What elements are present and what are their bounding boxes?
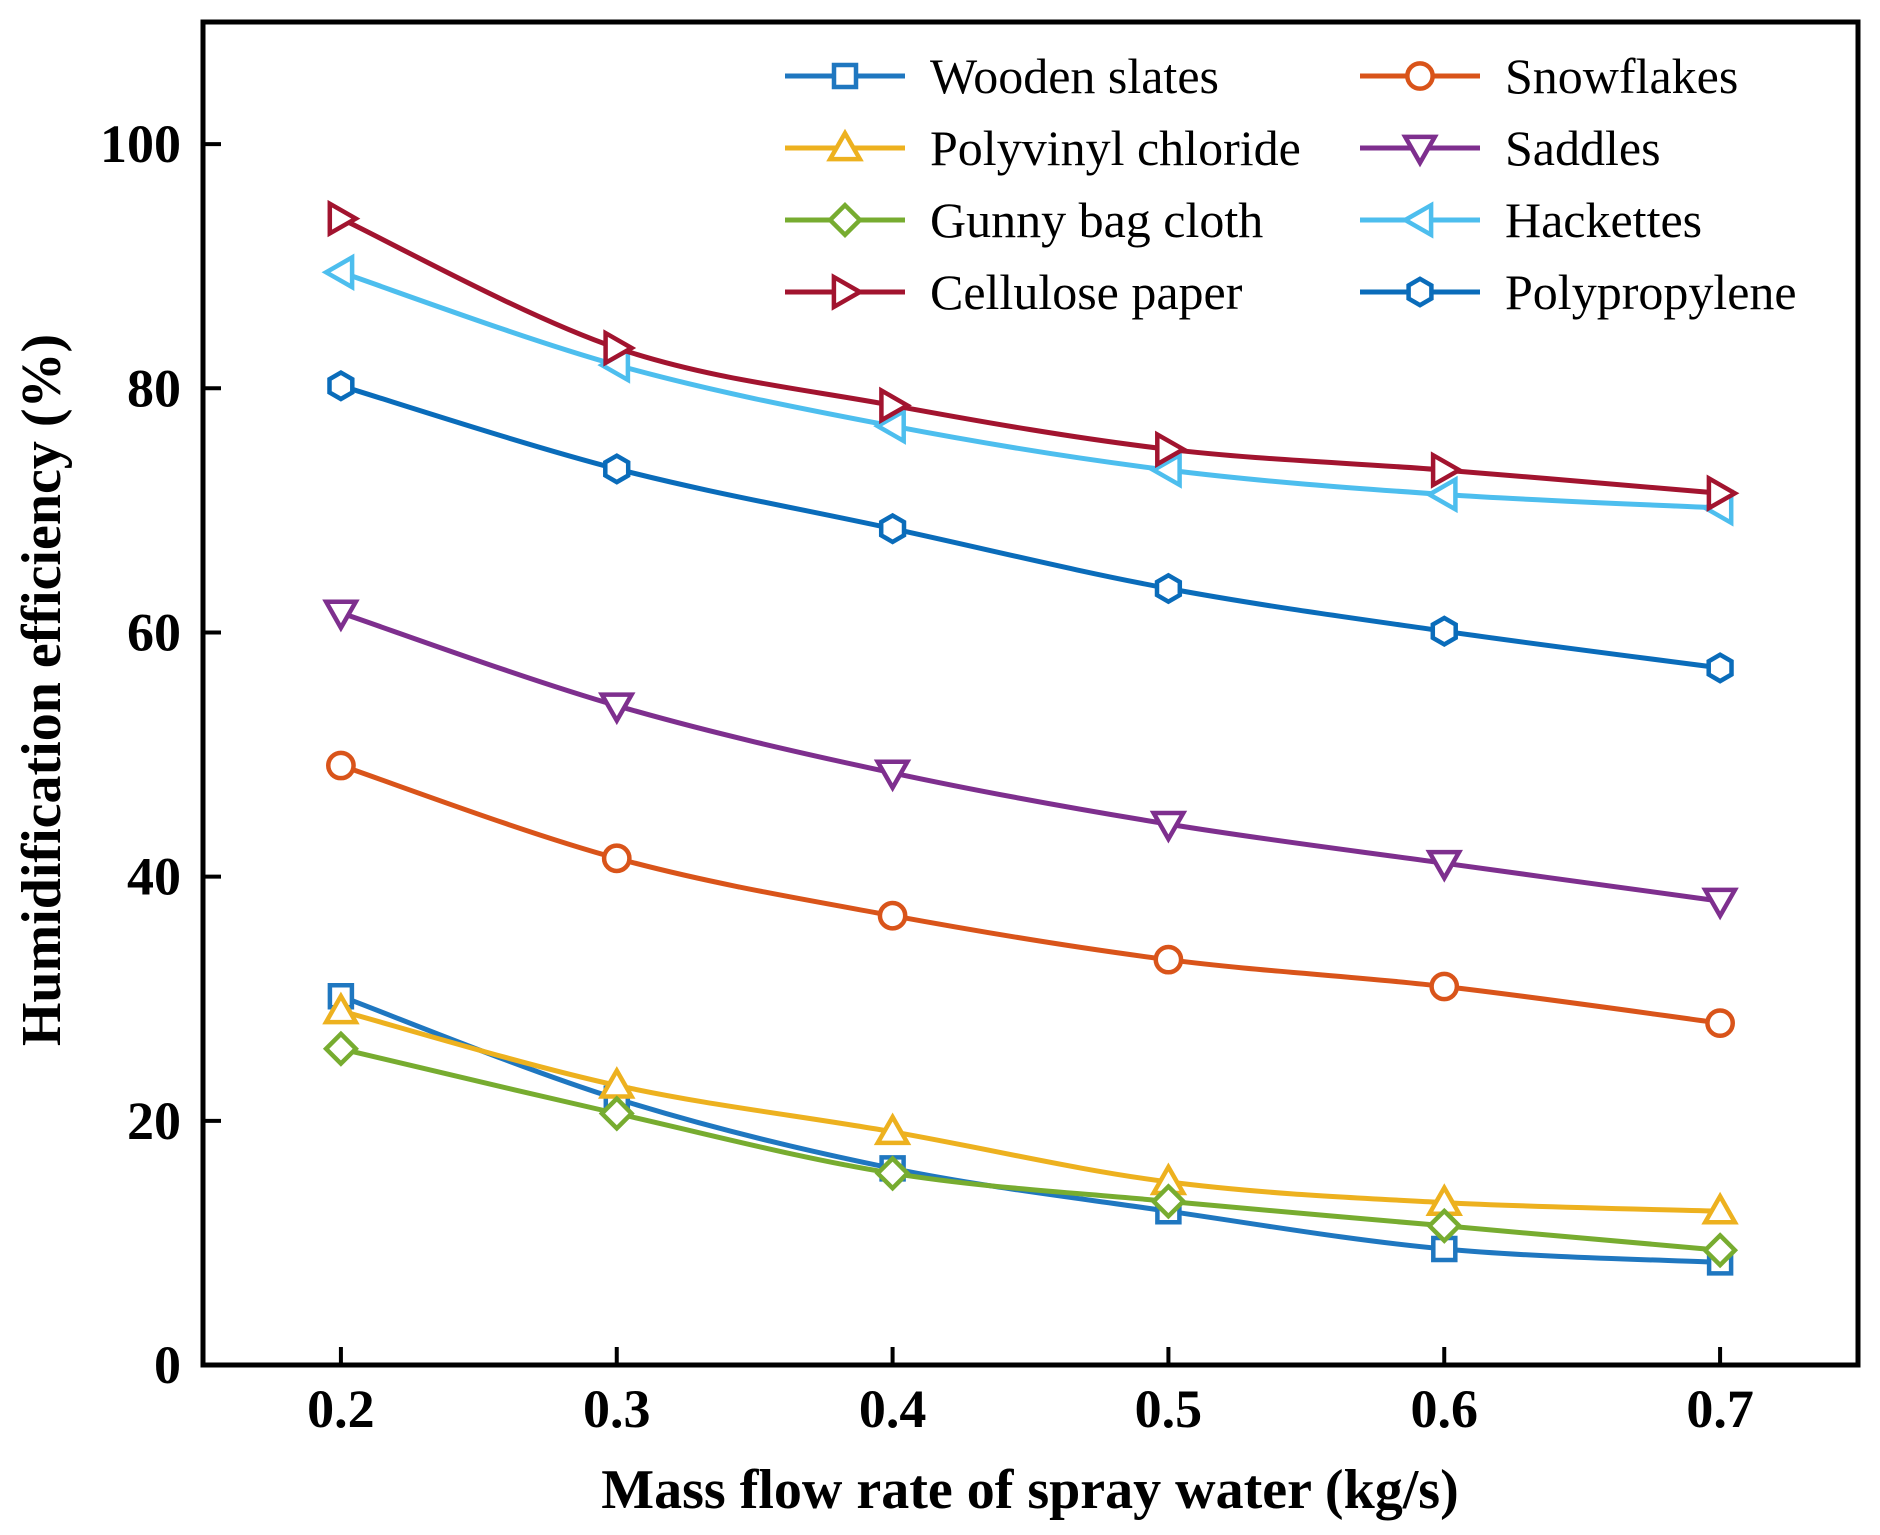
data-point-snowflakes	[601, 843, 632, 874]
x-tick-label: 0.2	[307, 1379, 375, 1439]
legend: Wooden slates Snowflakes Polyvinyl chlorid…	[785, 48, 1797, 320]
data-point-cellulose-paper	[1155, 430, 1188, 469]
data-point-cellulose-paper	[603, 329, 637, 367]
data-point-saddles	[1701, 887, 1739, 921]
data-point-polypropylene	[1706, 652, 1734, 684]
data-point-hackettes	[1424, 475, 1458, 514]
x-tick-label: 0.3	[583, 1379, 651, 1439]
data-point-cellulose-paper	[327, 199, 361, 238]
data-point-snowflakes	[326, 750, 356, 781]
series-snowflakes	[326, 750, 1735, 1039]
legend-marker	[1406, 276, 1434, 308]
series-line-polypropylene	[338, 383, 1723, 671]
legend-label: Hackettes	[1505, 192, 1702, 248]
legend-entry-gunny-bag-cloth: Gunny bag cloth	[785, 192, 1263, 248]
legend-marker	[1401, 134, 1439, 168]
data-point-saddles	[873, 759, 912, 793]
series-line-saddles	[338, 610, 1723, 904]
legend-marker	[1405, 61, 1435, 91]
data-point-polyvinyl-chloride	[322, 991, 360, 1025]
data-point-hackettes	[1149, 451, 1182, 489]
legend-label: Snowflakes	[1505, 48, 1738, 104]
data-point-polyvinyl-chloride	[873, 1112, 912, 1146]
data-point-gunny-bag-cloth	[874, 1155, 911, 1192]
data-point-snowflakes	[1705, 1008, 1735, 1039]
legend-marker	[831, 62, 859, 90]
y-tick-label: 0	[154, 1335, 181, 1395]
data-point-gunny-bag-cloth	[1702, 1232, 1739, 1269]
data-point-saddles	[322, 599, 360, 633]
x-tick-label: 0.4	[859, 1379, 927, 1439]
series-gunny-bag-cloth	[322, 1030, 1739, 1269]
x-tick-label: 0.5	[1135, 1379, 1203, 1439]
y-tick-label: 40	[127, 847, 181, 907]
legend-entry-polypropylene: Polypropylene	[1360, 264, 1797, 320]
data-point-gunny-bag-cloth	[322, 1030, 359, 1067]
legend-label: Polypropylene	[1505, 264, 1797, 320]
series-polyvinyl-chloride	[322, 991, 1739, 1225]
series-line-hackettes	[338, 269, 1723, 511]
data-point-cellulose-paper	[1430, 451, 1464, 489]
y-tick-label: 100	[100, 114, 181, 174]
series-line-gunny-bag-cloth	[338, 1046, 1723, 1253]
legend-marker	[826, 202, 864, 238]
y-axis-title: Humidification efficiency (%)	[11, 334, 73, 1046]
x-axis-title: Mass flow rate of spray water (kg/s)	[601, 1459, 1458, 1521]
legend-entry-polyvinyl-chloride: Polyvinyl chloride	[785, 120, 1301, 176]
data-point-snowflakes	[1153, 944, 1184, 975]
legend-entry-wooden-slates: Wooden slates	[785, 48, 1219, 104]
data-point-polypropylene	[603, 453, 631, 485]
data-point-polyvinyl-chloride	[1701, 1191, 1739, 1225]
data-point-polypropylene	[327, 370, 355, 402]
legend-label: Gunny bag cloth	[930, 192, 1263, 248]
series-line-snowflakes	[338, 763, 1723, 1026]
x-tick-label: 0.6	[1411, 1379, 1479, 1439]
data-point-hackettes	[321, 253, 355, 291]
data-point-polypropylene	[1154, 572, 1183, 605]
data-point-saddles	[598, 692, 636, 726]
y-tick-label: 20	[127, 1091, 181, 1151]
y-tick-label: 80	[127, 358, 181, 418]
legend-entry-hackettes: Hackettes	[1360, 192, 1702, 248]
series-cellulose-paper	[327, 199, 1740, 512]
legend-marker	[826, 128, 864, 162]
series-line-polyvinyl-chloride	[338, 1008, 1723, 1214]
legend-entry-snowflakes: Snowflakes	[1360, 48, 1738, 104]
series-polypropylene	[327, 370, 1734, 684]
legend-label: Wooden slates	[930, 48, 1219, 104]
series-saddles	[322, 599, 1739, 921]
data-point-polypropylene	[878, 512, 907, 545]
legend-marker	[831, 273, 865, 311]
data-point-polypropylene	[1430, 615, 1458, 647]
data-point-saddles	[1149, 810, 1188, 844]
data-point-cellulose-paper	[1706, 474, 1740, 512]
data-point-saddles	[1425, 849, 1463, 883]
data-point-snowflakes	[877, 900, 908, 931]
legend-entry-saddles: Saddles	[1360, 120, 1661, 176]
data-point-snowflakes	[1429, 971, 1460, 1002]
legend-marker	[1400, 201, 1434, 239]
legend-label: Polyvinyl chloride	[930, 120, 1301, 176]
legend-entry-cellulose-paper: Cellulose paper	[785, 264, 1243, 320]
legend-label: Saddles	[1505, 120, 1661, 176]
data-point-hackettes	[873, 407, 906, 445]
y-axis-ticks: 0 20 40 60 80 100	[100, 114, 221, 1395]
data-point-gunny-bag-cloth	[1426, 1207, 1463, 1244]
data-point-gunny-bag-cloth	[598, 1095, 635, 1132]
series-line-wooden-slates	[338, 993, 1723, 1265]
data-point-cellulose-paper	[879, 386, 912, 425]
x-axis-ticks: 0.2 0.3 0.4 0.5 0.6 0.7	[307, 1347, 1754, 1439]
legend-label: Cellulose paper	[930, 264, 1243, 320]
series-line-cellulose-paper	[338, 216, 1723, 496]
x-tick-label: 0.7	[1686, 1379, 1754, 1439]
plot-frame	[200, 19, 1861, 1368]
data-point-gunny-bag-cloth	[1150, 1183, 1187, 1220]
series-layer	[321, 199, 1740, 1276]
y-tick-label: 60	[127, 602, 181, 662]
